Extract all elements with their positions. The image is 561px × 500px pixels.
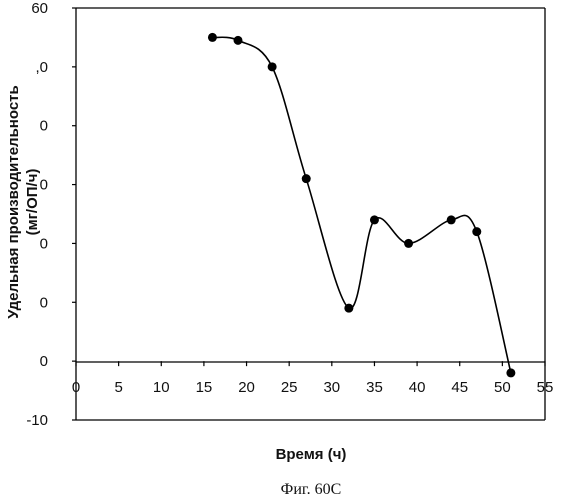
data-point: [208, 33, 217, 42]
x-tick-label: 55: [537, 379, 554, 396]
data-point: [370, 215, 379, 224]
plot-area: [76, 8, 545, 420]
y-tick-label: 60: [31, 0, 48, 17]
x-axis-title: Время (ч): [276, 446, 347, 463]
x-ticks: 0 5 10 15 20 25 30 35 40 45 50 55: [72, 361, 554, 396]
y-tick-label: 0: [40, 353, 48, 370]
y-axis-title-line-2: (мг/ОП/ч): [24, 169, 41, 236]
x-tick-label: 25: [281, 379, 298, 396]
y-tick-label: -10: [26, 412, 48, 429]
data-point: [344, 304, 353, 313]
data-point: [302, 174, 311, 183]
x-tick-label: 35: [366, 379, 383, 396]
series-line: [212, 37, 510, 373]
data-point: [268, 62, 277, 71]
x-tick-label: 50: [494, 379, 511, 396]
x-tick-label: 5: [114, 379, 122, 396]
x-tick-label: 45: [451, 379, 468, 396]
figure-caption: Фиг. 60С: [281, 481, 342, 498]
data-point: [506, 368, 515, 377]
y-axis-title: Удельная производительность (мг/ОП/ч): [5, 85, 41, 319]
y-axis-title-line-1: Удельная производительность: [5, 85, 22, 319]
data-points: [208, 33, 515, 377]
data-point: [447, 215, 456, 224]
x-tick-label: 0: [72, 379, 80, 396]
y-tick-label: ,0: [35, 59, 48, 76]
x-tick-label: 20: [238, 379, 255, 396]
x-tick-label: 30: [323, 379, 340, 396]
x-tick-label: 10: [153, 379, 170, 396]
x-tick-label: 40: [409, 379, 426, 396]
data-point: [234, 36, 243, 45]
y-tick-label: 0: [40, 294, 48, 311]
x-tick-label: 15: [196, 379, 213, 396]
data-point: [404, 239, 413, 248]
data-point: [472, 227, 481, 236]
y-tick-label: 0: [40, 235, 48, 252]
y-tick-label: 0: [40, 118, 48, 135]
